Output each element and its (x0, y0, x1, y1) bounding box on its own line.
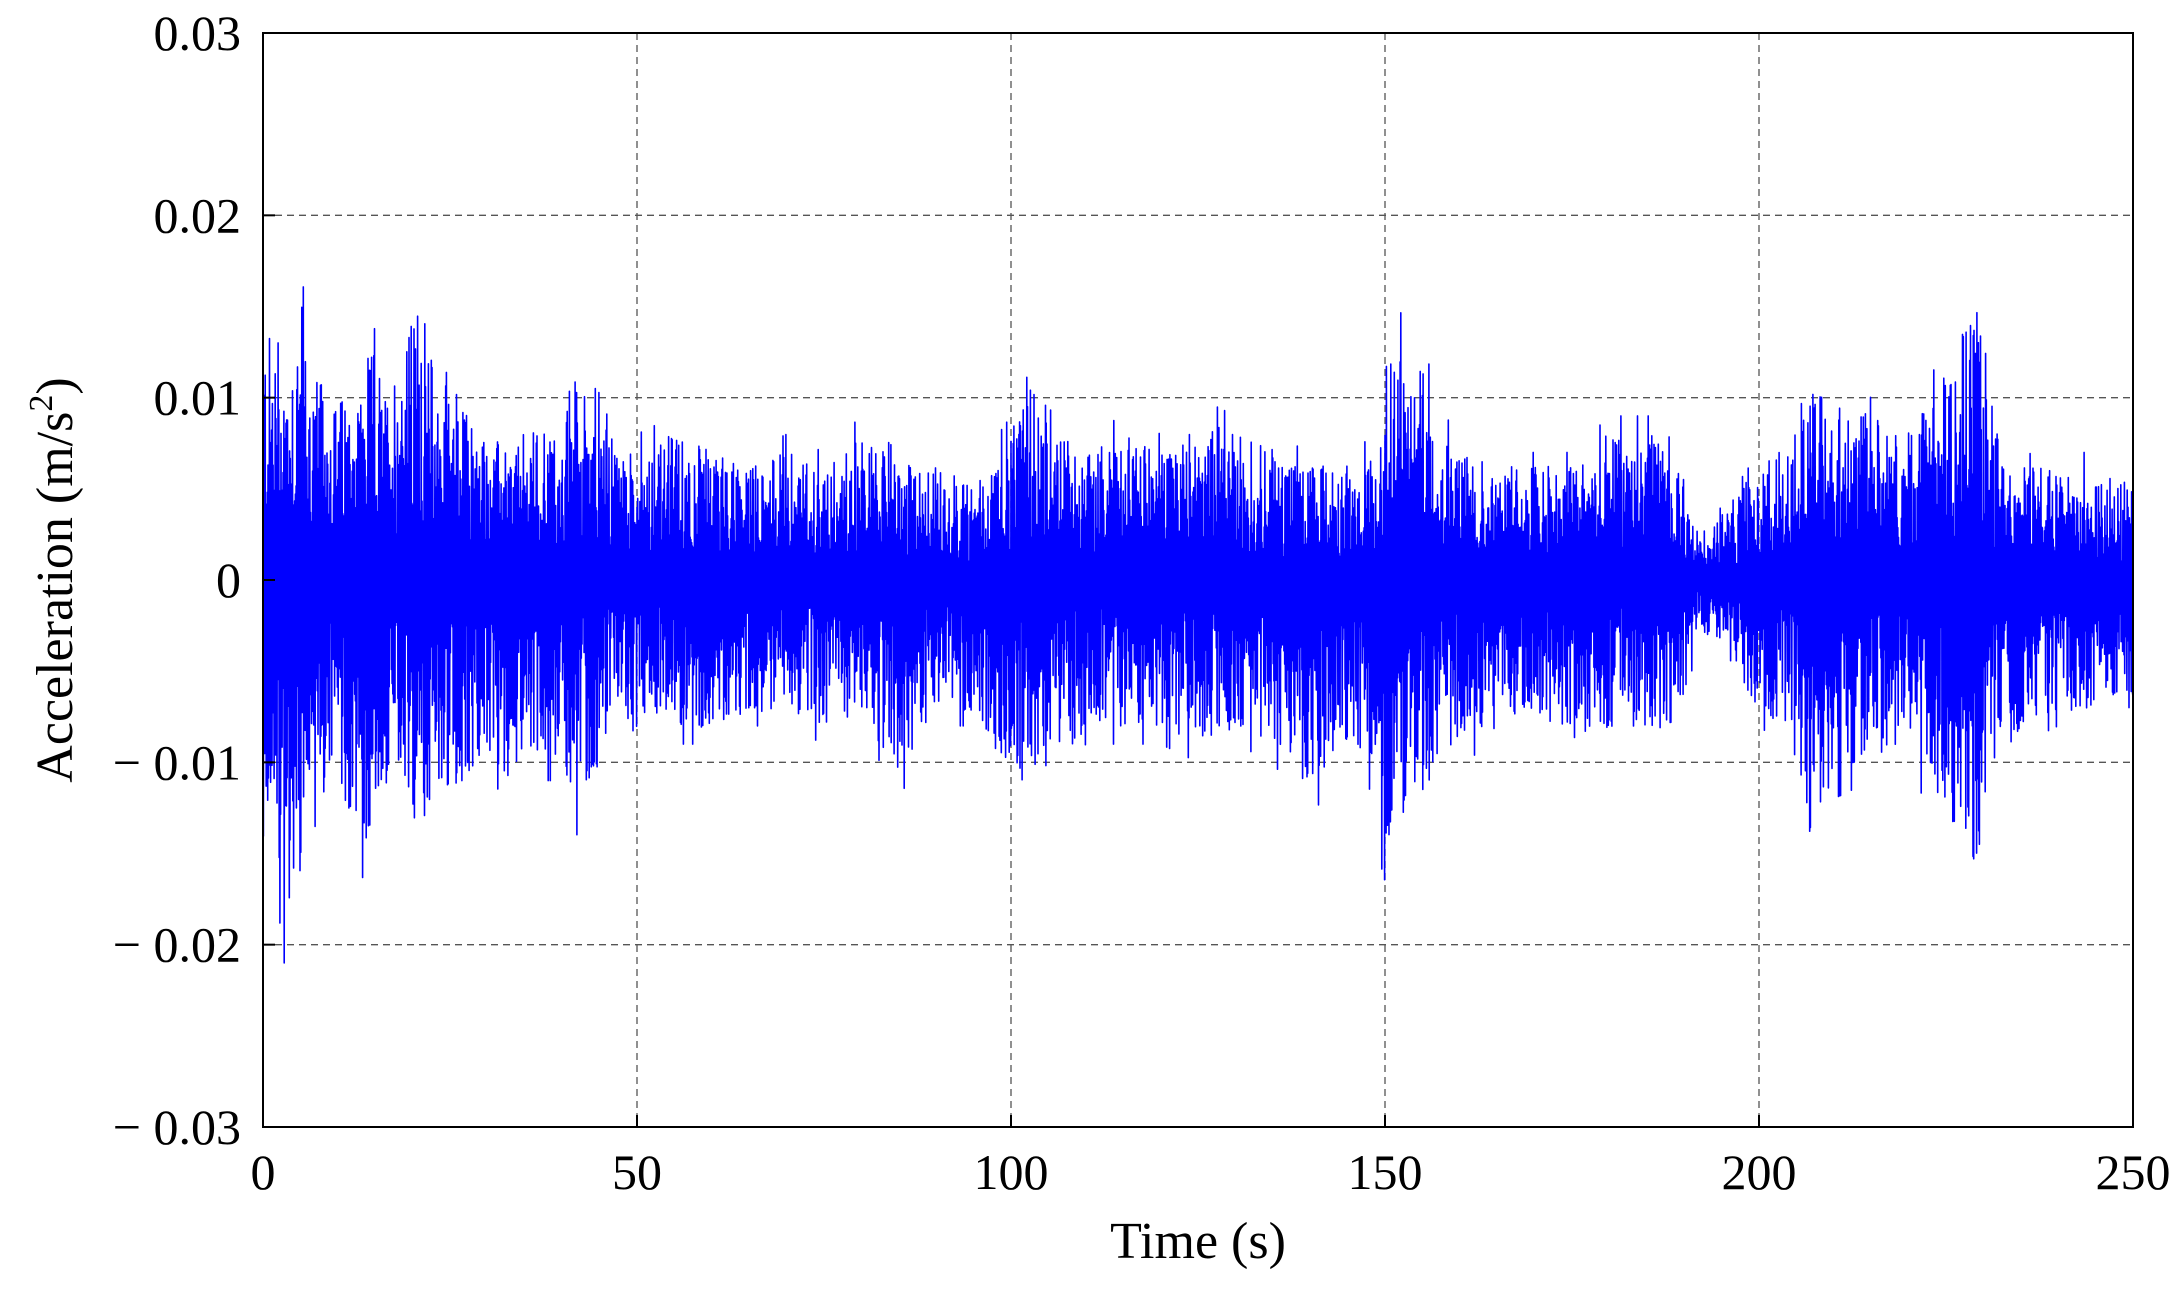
x-axis-ticks: 0 50 100 150 200 250 (251, 1115, 2171, 1200)
signal-trace (262, 286, 2134, 964)
x-tick-label: 50 (612, 1144, 662, 1200)
y-tick-label: 0.01 (154, 370, 242, 426)
y-tick-label: − 0.01 (113, 734, 241, 790)
y-tick-label: 0.03 (154, 5, 242, 61)
x-tick-label: 250 (2096, 1144, 2171, 1200)
y-axis-label-superscript: 2 (23, 395, 60, 412)
series-acceleration-line (262, 286, 2134, 964)
x-tick-label: 200 (1722, 1144, 1797, 1200)
x-axis-label: Time (s) (1110, 1213, 1286, 1270)
y-axis-label-main: Acceleration (m/s (27, 412, 84, 783)
y-tick-label: 0 (216, 552, 241, 608)
y-axis-label: Acceleration (m/s2) (23, 377, 84, 782)
y-tick-label: − 0.03 (113, 1099, 241, 1155)
y-axis-label-close: ) (27, 377, 84, 394)
x-tick-label: 0 (251, 1144, 276, 1200)
y-tick-label: 0.02 (154, 187, 242, 243)
y-tick-label: − 0.02 (113, 917, 241, 973)
x-tick-label: 150 (1348, 1144, 1423, 1200)
y-axis-ticks: 0.03 0.02 0.01 0 − 0.01 − 0.02 − 0.03 (113, 5, 275, 1155)
x-tick-label: 100 (974, 1144, 1049, 1200)
